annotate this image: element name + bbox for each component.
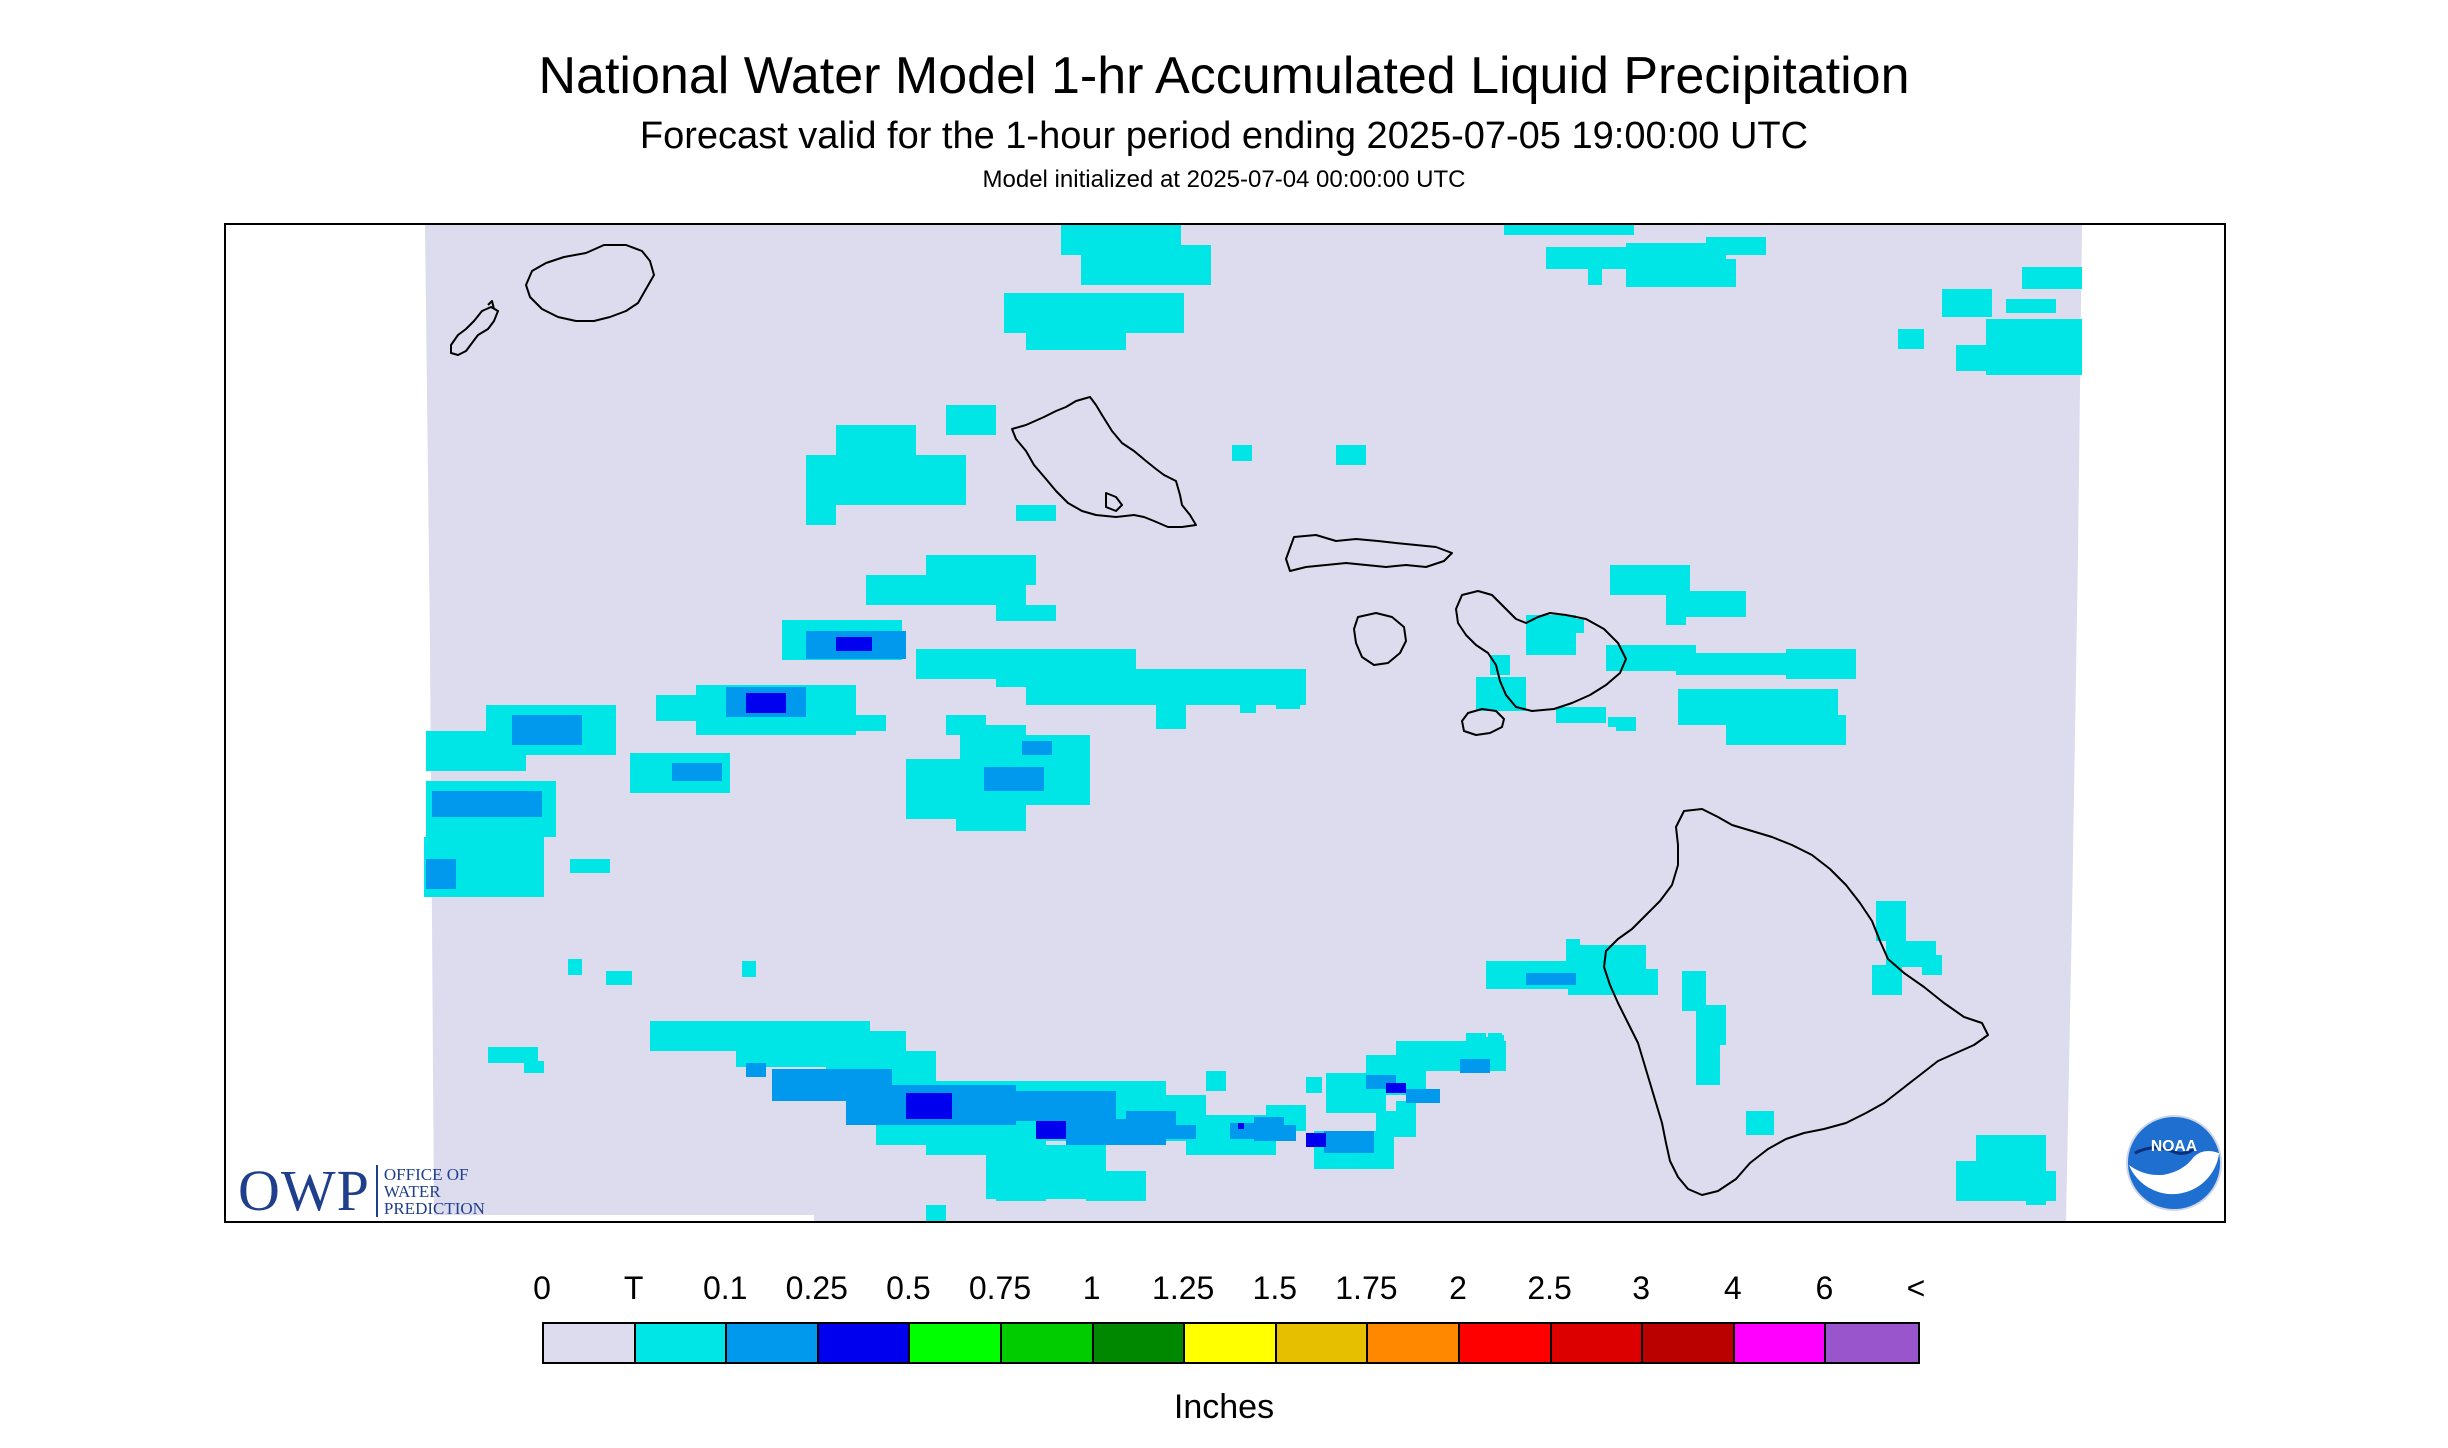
molokai-coast — [1285, 534, 1453, 572]
legend-swatch — [1368, 1324, 1460, 1362]
legend-tick-label: 6 — [1815, 1270, 1834, 1306]
map-title: National Water Model 1-hr Accumulated Li… — [538, 47, 1910, 105]
moderate-precip-areas — [746, 637, 1406, 1147]
legend-swatch — [1276, 1324, 1369, 1362]
precipitation-map: OWP OFFICE OF WATER PREDICTION NOAA — [224, 223, 2226, 1223]
legend-tick-label: 0.75 — [968, 1270, 1032, 1306]
legend-tick-label: T — [623, 1270, 644, 1306]
maui-coast — [1455, 590, 1627, 712]
legend-tick-label: 0.25 — [785, 1270, 848, 1306]
legend-color-bar — [542, 1322, 1920, 1364]
legend-swatch — [1459, 1324, 1552, 1362]
owp-logo-line-1: OFFICE OF — [383, 1165, 469, 1184]
legend-tick-label: 0.1 — [702, 1270, 748, 1306]
legend-swatch — [910, 1324, 1002, 1362]
niihau-coast — [450, 300, 499, 356]
legend-tick-label: 0 — [533, 1270, 551, 1306]
legend-swatch — [544, 1324, 636, 1362]
legend-tick-label: 0.5 — [886, 1270, 931, 1306]
legend-tick-label: 4 — [1723, 1270, 1742, 1306]
model-init-label: Model initialized at 2025-07-04 00:00:00… — [982, 166, 1466, 193]
legend-swatch — [1643, 1324, 1735, 1362]
kahoolawe-coast — [1461, 708, 1505, 736]
legend-swatch — [1093, 1324, 1186, 1362]
kauai-coast — [525, 244, 655, 322]
legend-unit-label: Inches — [1173, 1388, 1275, 1426]
noaa-logo-text: NOAA — [2151, 1138, 2197, 1155]
owp-logo-divider — [375, 1165, 378, 1217]
hawaii-island-coast — [1603, 808, 1989, 1196]
legend-tick-label: 1.5 — [1252, 1270, 1298, 1306]
owp-logo: OWP OFFICE OF WATER PREDICTION — [238, 1158, 485, 1223]
legend-swatch — [727, 1324, 819, 1362]
legend-swatch — [1826, 1324, 1918, 1362]
legend-tick-label: 2.5 — [1527, 1270, 1572, 1306]
legend-swatch — [1001, 1324, 1094, 1362]
legend-tick-label: 1.75 — [1335, 1270, 1398, 1306]
lanai-coast — [1353, 612, 1407, 666]
legend-swatch — [1734, 1324, 1827, 1362]
owp-logo-words: OFFICE OF WATER PREDICTION — [384, 1166, 485, 1217]
owp-logo-letters: OWP — [238, 1158, 370, 1223]
owp-logo-line-3: PREDICTION — [383, 1199, 485, 1218]
legend-swatch — [818, 1324, 911, 1362]
legend-tick-label: 2 — [1449, 1270, 1467, 1306]
legend-tick-label: < — [1906, 1270, 1926, 1306]
legend-swatch — [1551, 1324, 1644, 1362]
legend-swatch — [635, 1324, 728, 1362]
legend-tick-label: 1.25 — [1152, 1270, 1215, 1306]
legend-tick-label: 1 — [1082, 1270, 1101, 1306]
legend-swatch — [1185, 1324, 1277, 1362]
legend-tick-label: 3 — [1632, 1270, 1651, 1306]
map-canvas — [418, 225, 2082, 1221]
map-subtitle: Forecast valid for the 1-hour period end… — [639, 115, 1809, 157]
owp-logo-line-2: WATER — [383, 1182, 441, 1201]
oahu-coast — [1011, 396, 1197, 528]
noaa-logo: NOAA — [2125, 1114, 2223, 1212]
island-coastlines — [450, 244, 1989, 1196]
